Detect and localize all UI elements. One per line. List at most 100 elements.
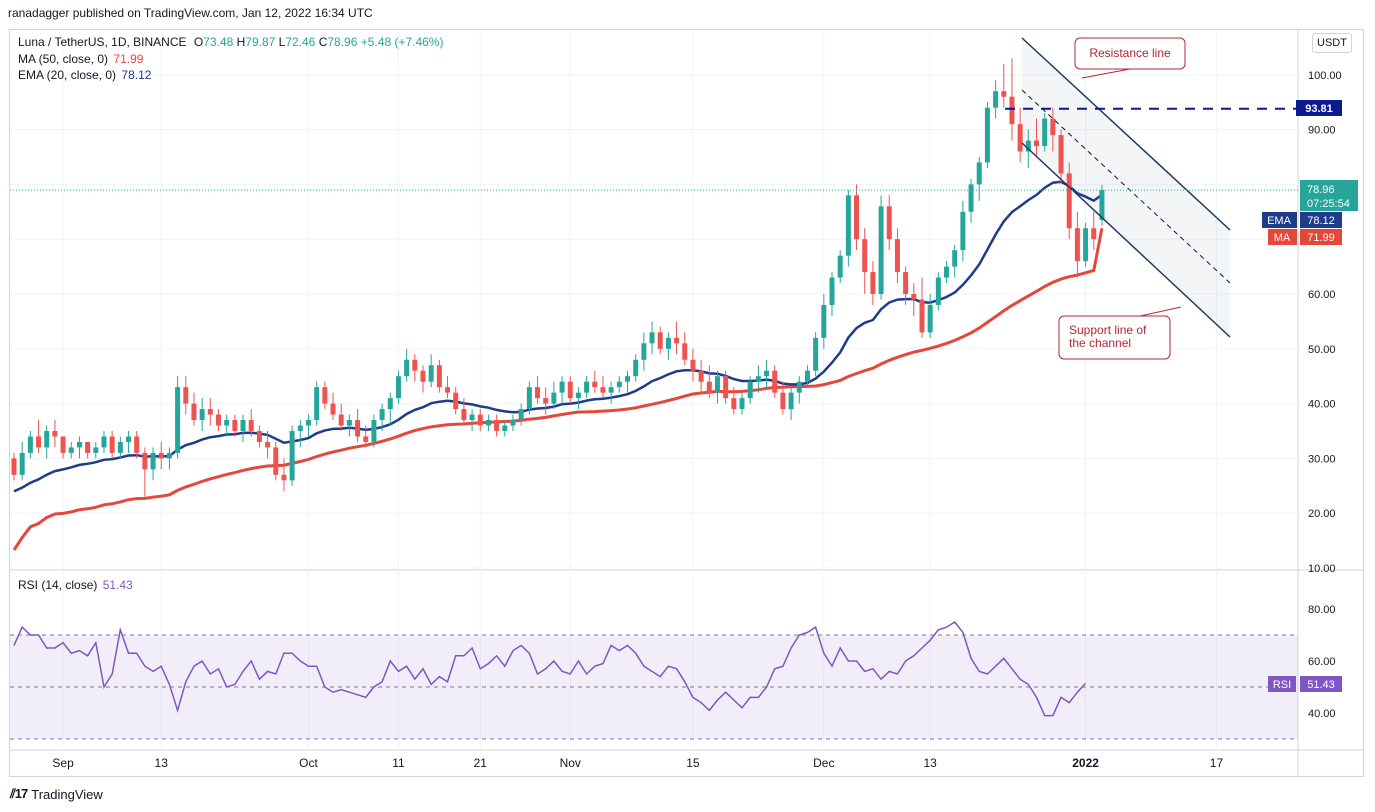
resistance-line: [1021, 37, 1231, 231]
symbol-title: Luna / TetherUS, 1D, BINANCE: [18, 35, 187, 49]
close-label: C: [318, 35, 328, 49]
candle-body: [1025, 140, 1031, 152]
candle-body: [453, 392, 459, 410]
tradingview-brand: TradingView: [31, 786, 103, 802]
candle-body: [216, 414, 221, 426]
candle-body: [625, 376, 630, 382]
candle-body: [993, 91, 999, 108]
candle-body: [1042, 118, 1048, 147]
candle-body: [256, 431, 262, 442]
candle-body: [379, 409, 385, 421]
support-annotation-pointer: [1139, 306, 1182, 317]
candle-body: [764, 370, 770, 377]
candle-body: [346, 420, 352, 426]
rsi-tag-label: RSI: [1273, 679, 1291, 691]
candle-body: [436, 365, 442, 388]
price-tick-label: 40.00: [1308, 399, 1336, 411]
candle-body: [11, 458, 17, 475]
candle-body: [747, 381, 753, 399]
candle-body: [76, 441, 82, 448]
candle-body: [584, 381, 590, 393]
ma-legend-value: 71.99: [113, 52, 144, 66]
candle-body: [289, 431, 295, 481]
candle-body: [477, 414, 483, 426]
candle-body: [363, 436, 369, 442]
candle-body: [150, 452, 156, 470]
candle-body: [314, 387, 320, 421]
candle-body: [559, 381, 565, 393]
candle-body: [935, 277, 941, 305]
candle-body: [927, 304, 933, 333]
tradingview-logo-icon: ⫽17: [10, 786, 28, 801]
candle-body: [485, 420, 491, 426]
candle-body: [420, 370, 426, 382]
candle-body: [657, 332, 663, 349]
candle-body: [297, 425, 303, 431]
ma-tag: [1268, 229, 1297, 245]
candle-body: [469, 414, 475, 421]
candle-body: [265, 441, 271, 448]
candle-body: [698, 370, 704, 382]
candle-body: [158, 452, 164, 459]
candle-body: [870, 272, 876, 294]
rsi-price-value: 51.43: [1307, 679, 1335, 691]
low-label: L: [278, 35, 286, 49]
symbol-legend: Luna / TetherUS, 1D, BINANCE O73.48 H79.…: [18, 34, 443, 50]
candle-body: [608, 387, 614, 393]
candle-body: [445, 387, 451, 393]
rsi-legend-value: 51.43: [102, 578, 133, 592]
publisher-caption: ranadagger published on TradingView.com,…: [8, 6, 373, 20]
candle-body: [804, 370, 810, 382]
candle-body: [1091, 228, 1097, 240]
candle-body: [919, 299, 925, 333]
candle-body: [894, 239, 900, 273]
candle-body: [641, 343, 647, 360]
change-value: +5.48 (+7.46%): [360, 35, 444, 49]
candle-body: [944, 266, 950, 278]
candle-body: [518, 409, 524, 421]
candle-body: [813, 337, 819, 371]
candle-body: [649, 332, 655, 344]
candle-body: [862, 239, 868, 273]
support-annotation-box: [1058, 315, 1171, 360]
level-price-tag: [1296, 100, 1342, 116]
candle-body: [191, 403, 197, 421]
candle-body: [543, 398, 549, 404]
rsi-tick-label: 40.00: [1308, 708, 1336, 720]
ema-legend-value: 78.12: [121, 68, 152, 82]
candle-body: [428, 365, 434, 382]
high-value: 79.87: [245, 35, 276, 49]
candle-body: [183, 387, 189, 404]
tradingview-footer[interactable]: ⫽17 TradingView: [10, 786, 103, 802]
candle-body: [780, 392, 786, 410]
time-tick-label: 2022: [1072, 756, 1099, 770]
time-tick-label: 11: [392, 756, 405, 770]
level-price-value: 93.81: [1305, 103, 1333, 115]
candle-body: [616, 381, 622, 388]
low-value: 72.46: [285, 35, 316, 49]
candle-body: [273, 447, 279, 475]
time-tick-label: 15: [686, 756, 700, 770]
candle-body: [52, 431, 58, 437]
rsi-legend: RSI (14, close) 51.43: [18, 577, 133, 593]
candle-body: [36, 436, 42, 448]
candle-body: [1034, 140, 1039, 147]
time-tick-label: Nov: [560, 756, 581, 770]
price-tick-label: 50.00: [1308, 344, 1336, 356]
candle-body: [85, 441, 91, 453]
candle-body: [502, 425, 508, 431]
high-label: H: [236, 35, 246, 49]
candle-body: [788, 392, 794, 410]
candle-body: [1050, 118, 1056, 136]
candle-body: [134, 436, 140, 453]
currency-button[interactable]: USDT: [1312, 33, 1352, 53]
candle-body: [404, 359, 410, 377]
candle-body: [248, 420, 254, 431]
candle-body: [240, 420, 246, 431]
candle-body: [68, 447, 74, 453]
ma-50-line: [12, 228, 1104, 551]
candle-body: [355, 420, 361, 437]
candle-body: [821, 304, 827, 338]
rsi-tick-label: 60.00: [1308, 656, 1336, 668]
